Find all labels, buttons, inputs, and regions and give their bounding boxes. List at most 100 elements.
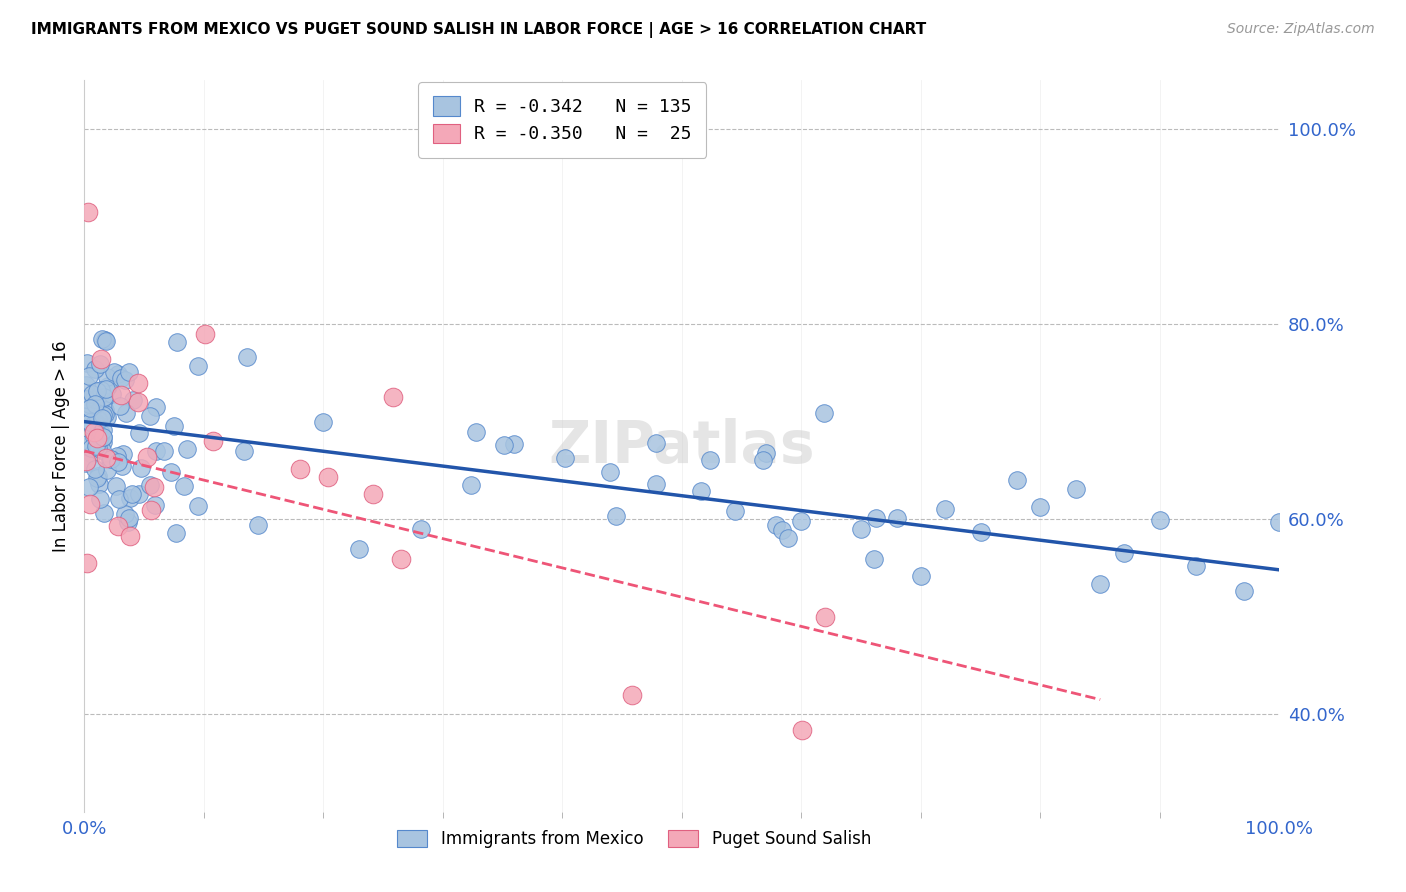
Point [153, 443, 176, 458]
Point [86, 431, 108, 445]
Point [128, 486, 150, 500]
Point [91, 442, 114, 457]
Point [75, 377, 97, 392]
Point [89, 430, 111, 444]
Point [290, 461, 312, 475]
Point [247, 518, 270, 533]
Point [94, 450, 117, 465]
Point [1029, 500, 1052, 514]
Point [361, 487, 384, 501]
Point [79, 498, 101, 512]
Point [100, 451, 122, 466]
Point [86, 471, 108, 485]
Point [84, 398, 107, 412]
Point [813, 406, 835, 420]
Point [465, 425, 488, 439]
Point [114, 507, 136, 521]
Point [91, 430, 114, 444]
Text: ZIPatlas: ZIPatlas [548, 417, 815, 475]
Point [934, 502, 956, 516]
Point [814, 610, 837, 624]
Point [128, 425, 150, 440]
Legend: Immigrants from Mexico, Puget Sound Salish: Immigrants from Mexico, Puget Sound Sali… [391, 823, 877, 855]
Point [886, 510, 908, 524]
Point [84, 439, 107, 453]
Point [77, 397, 100, 411]
Point [1185, 558, 1208, 573]
Y-axis label: In Labor Force | Age > 16: In Labor Force | Age > 16 [52, 340, 70, 552]
Point [118, 365, 141, 379]
Point [599, 465, 621, 479]
Point [312, 415, 335, 429]
Point [910, 569, 932, 583]
Point [187, 359, 209, 374]
Point [865, 511, 887, 525]
Point [87, 476, 110, 491]
Point [202, 434, 225, 448]
Point [75, 406, 97, 420]
Point [91, 411, 114, 425]
Point [776, 531, 799, 545]
Point [114, 373, 136, 387]
Point [76, 356, 98, 370]
Point [75, 456, 97, 470]
Point [94, 402, 117, 417]
Point [1114, 546, 1136, 560]
Point [1066, 482, 1088, 496]
Point [770, 523, 793, 537]
Point [110, 388, 132, 402]
Point [82, 419, 104, 434]
Point [644, 436, 666, 450]
Point [87, 412, 110, 426]
Point [93, 407, 115, 421]
Point [94, 334, 117, 348]
Point [620, 688, 643, 702]
Point [118, 510, 141, 524]
Point [89, 492, 111, 507]
Point [83, 430, 105, 444]
Point [792, 723, 814, 737]
Point [90, 383, 112, 397]
Point [84, 462, 107, 476]
Point [347, 541, 370, 556]
Point [862, 552, 884, 566]
Point [411, 522, 433, 536]
Point [138, 409, 160, 424]
Point [80, 447, 103, 461]
Point [96, 409, 118, 424]
Text: Source: ZipAtlas.com: Source: ZipAtlas.com [1227, 22, 1375, 37]
Point [163, 419, 186, 434]
Point [502, 437, 524, 451]
Point [97, 379, 120, 393]
Point [114, 406, 136, 420]
Point [77, 368, 100, 383]
Point [87, 442, 110, 456]
Point [101, 387, 124, 401]
Point [605, 508, 627, 523]
Point [135, 450, 157, 465]
Point [118, 491, 141, 505]
Point [79, 401, 101, 415]
Point [173, 479, 195, 493]
Point [645, 476, 668, 491]
Point [91, 423, 114, 437]
Point [89, 357, 111, 371]
Point [194, 326, 217, 341]
Point [93, 390, 115, 404]
Point [83, 425, 105, 439]
Point [82, 387, 104, 401]
Point [84, 361, 107, 376]
Point [105, 479, 128, 493]
Point [76, 557, 98, 571]
Point [690, 483, 713, 498]
Point [90, 352, 112, 367]
Point [1149, 513, 1171, 527]
Point [176, 442, 198, 456]
Point [107, 455, 129, 469]
Point [145, 444, 167, 458]
Point [121, 487, 143, 501]
Point [1090, 576, 1112, 591]
Point [93, 408, 115, 422]
Point [87, 469, 110, 483]
Point [83, 415, 105, 429]
